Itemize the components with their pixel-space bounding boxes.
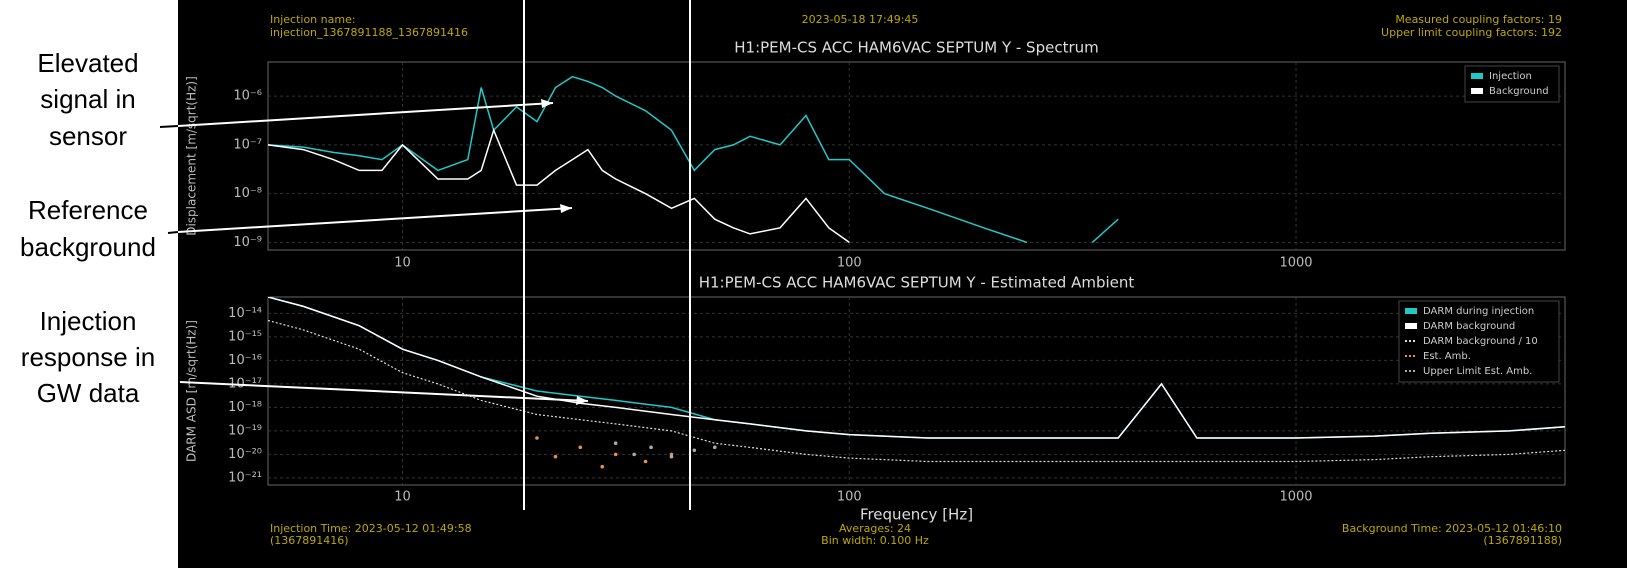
- legend-label: Est. Amb.: [1423, 351, 1471, 362]
- y-tick-label: 10⁻²⁰: [228, 447, 262, 462]
- annotation-panel: [0, 0, 178, 568]
- plot-area: [267, 61, 1566, 251]
- x-tick-label: 10: [394, 490, 411, 505]
- data-point: [712, 445, 717, 450]
- y-tick-label: 10⁻⁸: [233, 186, 262, 201]
- annotation-text: GW data: [37, 378, 140, 408]
- arrow-head: [560, 204, 572, 213]
- annotation-text: sensor: [49, 121, 127, 151]
- data-point: [600, 464, 605, 469]
- annotation-text: signal in: [40, 84, 135, 114]
- arrow-head: [541, 99, 553, 108]
- y-tick-label: 10⁻¹⁸: [228, 400, 262, 415]
- legend-box: [1464, 65, 1560, 103]
- footer-injection-gps: (1367891416): [270, 534, 349, 547]
- header-upper: Upper limit coupling factors: 192: [1381, 26, 1562, 39]
- legend-label: DARM background / 10: [1423, 336, 1538, 347]
- series-line: [268, 297, 1565, 439]
- data-point: [669, 454, 674, 459]
- footer-background: Background Time: 2023-05-12 01:46:10: [1342, 522, 1562, 535]
- y-tick-label: 10⁻¹⁴: [228, 306, 262, 321]
- data-point: [643, 459, 648, 464]
- footer-background-gps: (1367891188): [1483, 534, 1562, 547]
- header-name: injection_1367891188_1367891416: [270, 26, 468, 39]
- chart-title: H1:PEM-CS ACC HAM6VAC SEPTUM Y - Estimat…: [699, 274, 1135, 292]
- header-measured: Measured coupling factors: 19: [1395, 13, 1562, 26]
- series-line: [1091, 218, 1119, 243]
- series-line: [268, 319, 1565, 463]
- data-point: [553, 454, 558, 459]
- x-tick-label: 10: [394, 256, 411, 271]
- arrow: [179, 381, 589, 402]
- x-tick-label: 100: [837, 256, 862, 271]
- arrows: [159, 99, 589, 405]
- annotations: Elevated signal in sensor Reference backgrou…: [20, 48, 156, 408]
- legend-label: DARM during injection: [1423, 306, 1534, 317]
- y-tick-label: 10⁻¹⁹: [228, 423, 262, 438]
- x-tick-label: 1000: [1279, 256, 1312, 271]
- footer-averages: Averages: 24: [839, 522, 911, 535]
- annotation-text: response in: [21, 342, 155, 372]
- series-line: [268, 128, 850, 244]
- x-axis-label: Frequency [Hz]: [860, 506, 973, 524]
- legend-label: Background: [1489, 86, 1549, 97]
- annotation-text: Injection: [40, 306, 137, 336]
- data-point: [613, 452, 618, 457]
- chart-title: H1:PEM-CS ACC HAM6VAC SEPTUM Y - Spectru…: [734, 39, 1099, 57]
- footer-bin: Bin width: 0.100 Hz: [821, 534, 929, 547]
- arrow: [177, 102, 554, 127]
- legend-label: Upper Limit Est. Amb.: [1423, 366, 1532, 377]
- y-axis-label: Displacement [m/sqrt(Hz)]: [185, 76, 199, 236]
- footer-injection: Injection Time: 2023-05-12 01:49:58: [270, 522, 472, 535]
- data-point: [632, 452, 636, 457]
- legend-swatch: [1405, 308, 1417, 314]
- chart: H1:PEM-CS ACC HAM6VAC SEPTUM Y - Estimat…: [185, 274, 1566, 524]
- annotation-text: Reference: [28, 195, 148, 225]
- legend-swatch: [1405, 323, 1417, 329]
- y-tick-label: 10⁻²¹: [228, 470, 262, 485]
- legend-label: DARM background: [1423, 321, 1515, 332]
- header-label: Injection name:: [270, 13, 356, 26]
- arrow-head: [576, 396, 588, 405]
- legend-swatch: [1471, 88, 1483, 94]
- plot-area: [267, 296, 1566, 486]
- legend-swatch: [1471, 73, 1483, 79]
- plots: H1:PEM-CS ACC HAM6VAC SEPTUM Y - Spectru…: [185, 39, 1566, 524]
- x-tick-label: 1000: [1279, 490, 1312, 505]
- header-time: 2023-05-18 17:49:45: [802, 13, 919, 26]
- y-tick-label: 10⁻¹⁷: [228, 376, 262, 391]
- annotation-text: background: [20, 232, 156, 262]
- data-point: [613, 441, 618, 446]
- y-axis-label: DARM ASD [m/sqrt(Hz)]: [185, 320, 199, 462]
- y-tick-label: 10⁻¹⁵: [228, 329, 262, 344]
- x-tick-label: 100: [837, 490, 862, 505]
- legend-box: [1398, 300, 1560, 383]
- y-tick-label: 10⁻⁶: [233, 89, 262, 104]
- arrow: [167, 231, 179, 234]
- data-point: [649, 445, 653, 450]
- data-point: [692, 448, 697, 453]
- data-point: [535, 436, 539, 440]
- chart: H1:PEM-CS ACC HAM6VAC SEPTUM Y - Spectru…: [185, 39, 1566, 271]
- arrow: [177, 207, 573, 233]
- y-tick-label: 10⁻⁷: [233, 137, 262, 152]
- arrow: [159, 125, 179, 128]
- annotation-text: Elevated: [37, 48, 138, 78]
- y-tick-label: 10⁻¹⁶: [228, 353, 262, 368]
- data-point: [578, 445, 583, 450]
- legend-label: Injection: [1489, 71, 1532, 82]
- y-tick-label: 10⁻⁹: [233, 235, 262, 250]
